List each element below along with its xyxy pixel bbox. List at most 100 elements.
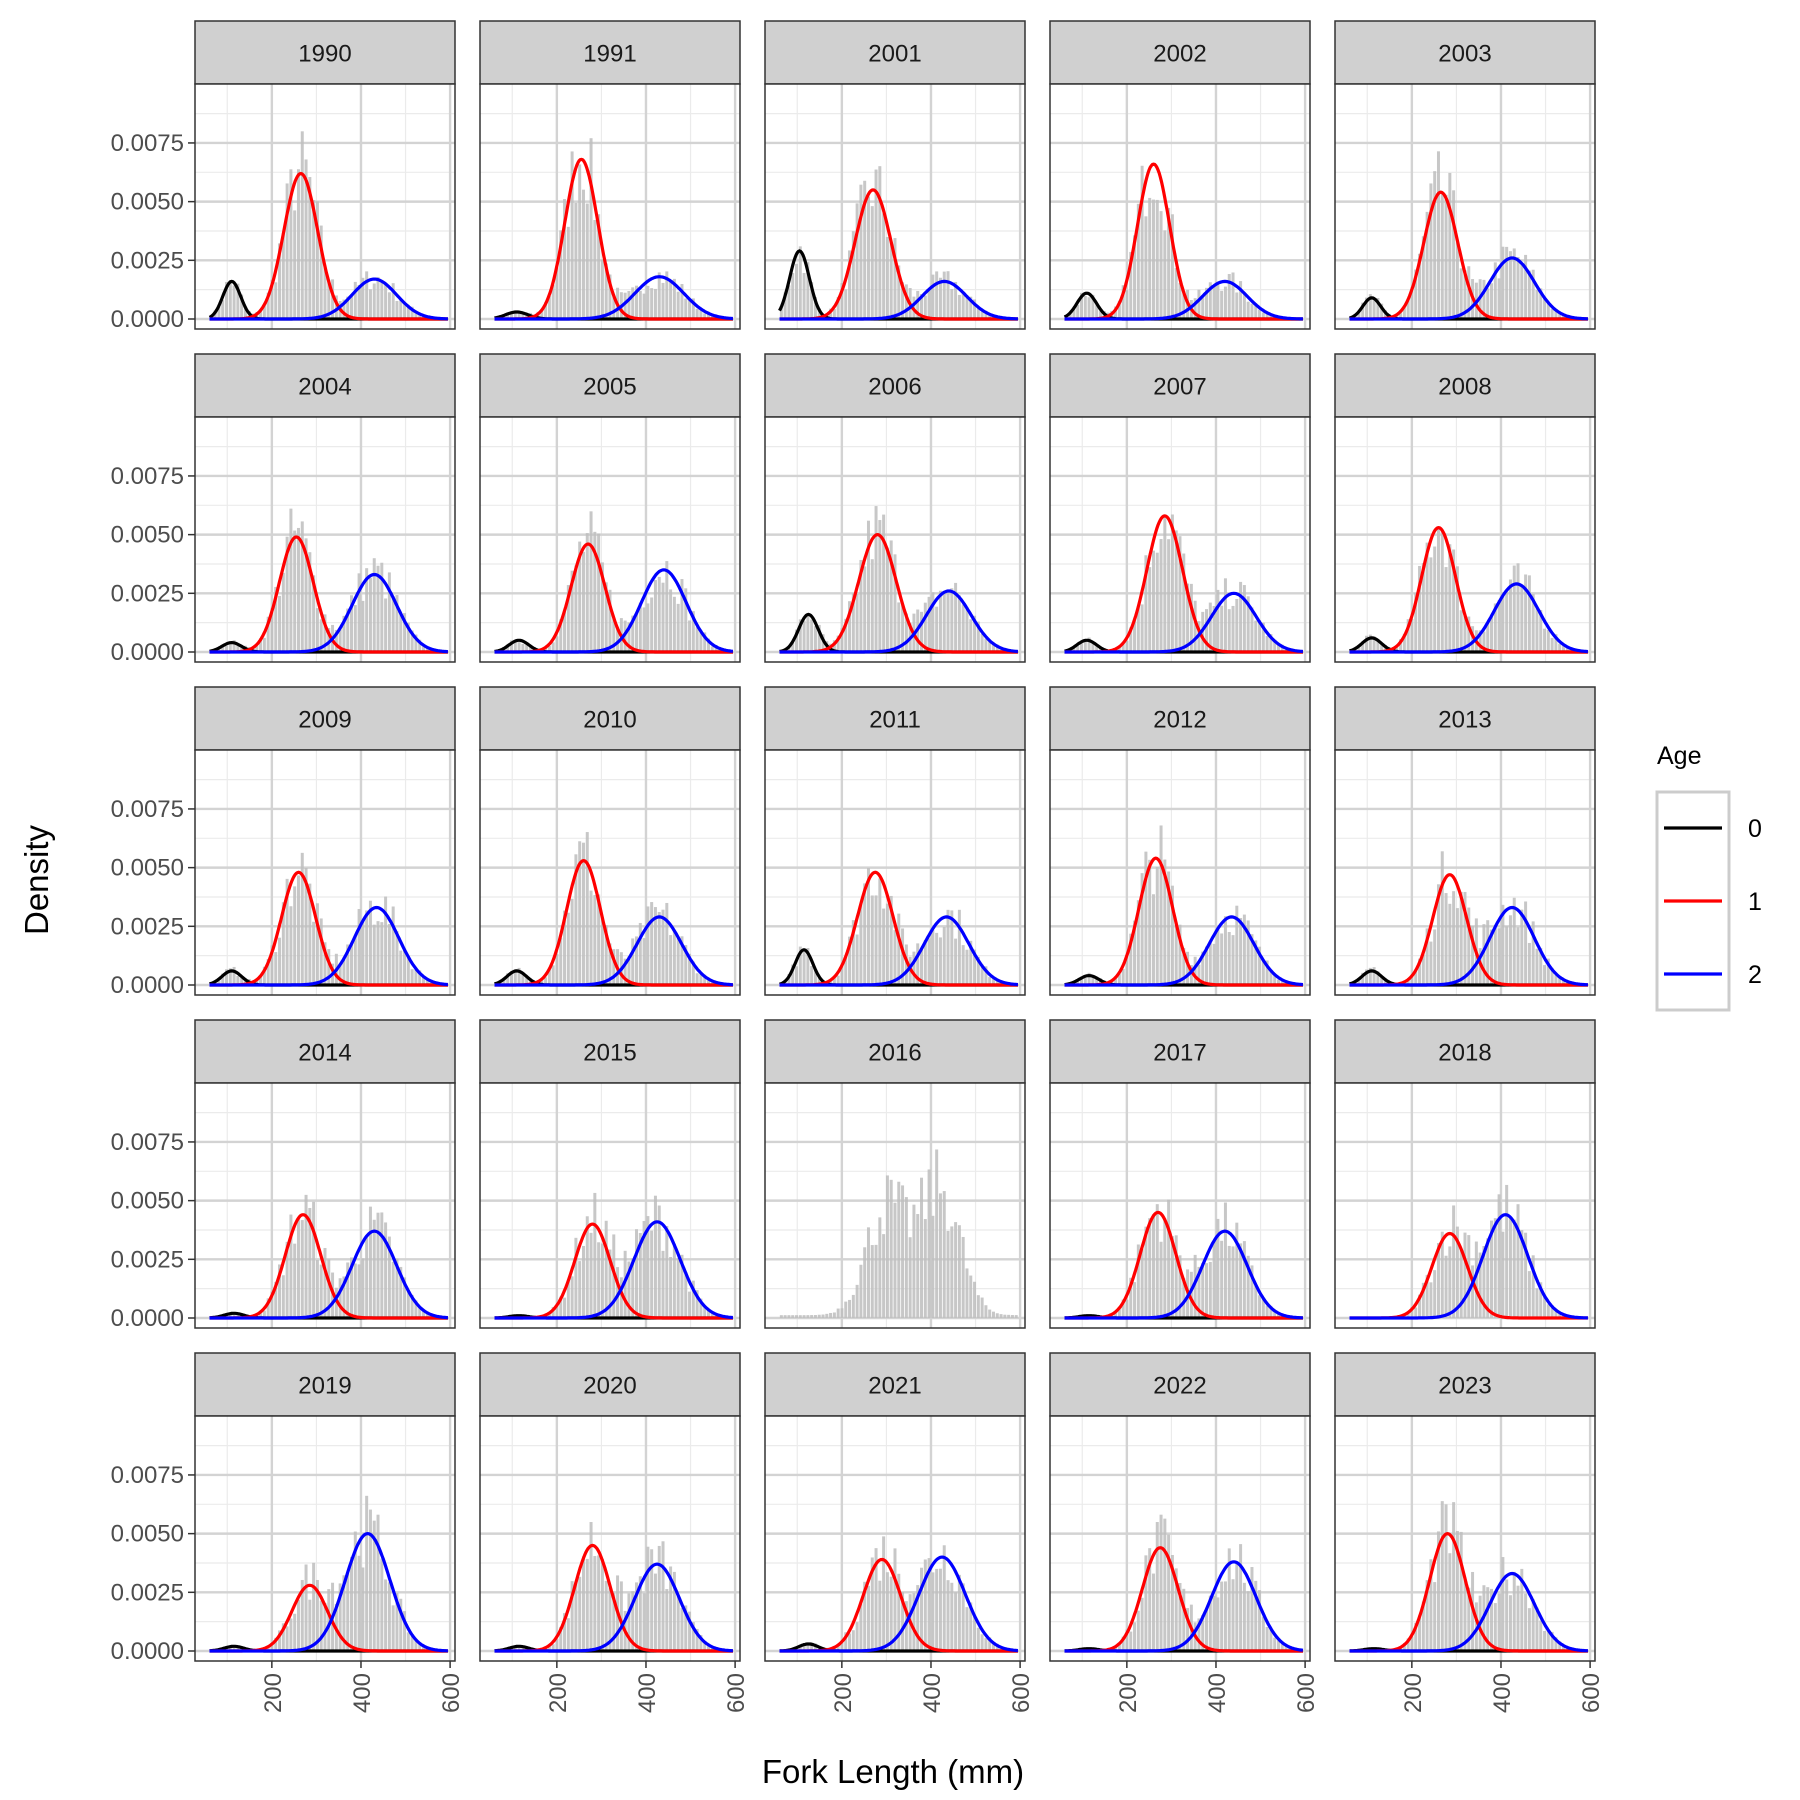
histogram-bar — [1121, 1299, 1125, 1318]
histogram-bar — [1261, 961, 1265, 985]
histogram-bar — [327, 1589, 331, 1651]
histogram-bar — [1144, 1226, 1148, 1318]
histogram-bar — [585, 1558, 589, 1651]
histogram-bar — [1444, 1504, 1448, 1651]
histogram-bar — [559, 1626, 563, 1651]
histogram-bar — [1395, 314, 1399, 319]
histogram-bar — [791, 964, 795, 985]
histogram-bar — [240, 294, 244, 319]
histogram-bar — [262, 305, 266, 319]
panel-border — [764, 1082, 1026, 1329]
histogram-bar — [706, 978, 710, 985]
histogram-bar — [973, 299, 977, 319]
histogram-bar — [1372, 636, 1376, 652]
histogram-bar — [551, 965, 555, 985]
histogram-bar — [1455, 908, 1459, 985]
histogram-bar — [1463, 614, 1467, 652]
histogram-bar — [680, 1254, 684, 1318]
histogram-bar — [1463, 891, 1467, 985]
histogram-bar — [293, 210, 297, 319]
histogram-bar — [1471, 1265, 1475, 1318]
histogram-bar — [1414, 969, 1418, 985]
histogram-bar — [281, 1623, 285, 1651]
histogram-bar — [706, 1309, 710, 1318]
histogram-bar — [901, 1592, 905, 1651]
histogram-bar — [1273, 975, 1277, 985]
histogram-bar — [593, 1192, 597, 1318]
histogram-bar — [266, 292, 270, 319]
histogram-bar — [274, 952, 278, 985]
facet-panel-2013: 2013 — [1334, 686, 1596, 996]
histogram-bar — [372, 1520, 376, 1651]
histogram-bar — [578, 541, 582, 652]
histogram-bar — [798, 619, 802, 652]
histogram-bar — [1520, 1568, 1524, 1651]
histogram-bar — [1539, 1282, 1543, 1318]
histogram-bar — [399, 1598, 403, 1651]
histogram-bar — [300, 521, 304, 652]
histogram-bar — [1558, 1641, 1562, 1651]
histogram-bar — [1129, 933, 1133, 985]
histogram-bar — [1155, 866, 1159, 985]
histogram-bar — [699, 308, 703, 319]
histogram-bar — [1155, 552, 1159, 652]
facet-strip — [764, 1019, 1026, 1084]
histogram-bar — [1448, 172, 1452, 319]
histogram-bar — [988, 1309, 992, 1318]
histogram-bar — [1220, 933, 1224, 985]
histogram-bar — [806, 262, 810, 319]
histogram-bar — [954, 938, 958, 985]
histogram-bar — [323, 1247, 327, 1318]
histogram-bar — [1129, 627, 1133, 652]
histogram-bar — [623, 292, 627, 319]
y-tick-label: 0.0000 — [111, 1305, 184, 1332]
histogram-bar — [1535, 948, 1539, 985]
histogram-bar — [1235, 292, 1239, 319]
histogram-bar — [942, 1545, 946, 1651]
histogram-bar — [635, 936, 639, 985]
histogram-bar — [661, 1250, 665, 1318]
histogram-bar — [650, 597, 654, 652]
histogram-bar — [691, 611, 695, 652]
histogram-bar — [327, 1259, 331, 1318]
histogram-bar — [266, 616, 270, 652]
histogram-bar — [1478, 630, 1482, 652]
histogram-bar — [650, 1230, 654, 1318]
histogram-bar — [600, 1243, 604, 1318]
histogram-bar — [627, 291, 631, 319]
y-tick-label: 0.0025 — [111, 580, 184, 607]
histogram-bar — [1452, 549, 1456, 652]
histogram-bar — [1072, 307, 1076, 319]
histogram-bar — [851, 1630, 855, 1651]
facet-panels: 1990 1991 2001 2002 2003 2004 2005 2006 2007 2008… — [194, 20, 1596, 1662]
histogram-bar — [1440, 1501, 1444, 1651]
histogram-bar — [1436, 151, 1440, 319]
histogram-bar — [923, 1559, 927, 1651]
histogram-bar — [1265, 635, 1269, 652]
histogram-bar — [338, 628, 342, 652]
histogram-bar — [1148, 197, 1152, 319]
histogram-bar — [1178, 536, 1182, 652]
histogram-bar — [1076, 979, 1080, 985]
histogram-bar — [635, 1229, 639, 1318]
histogram-bar — [1010, 1315, 1014, 1318]
histogram-bar — [961, 1236, 965, 1318]
histogram — [1353, 151, 1569, 319]
histogram-bar — [995, 1643, 999, 1651]
histogram-bar — [410, 969, 414, 985]
histogram-bar — [547, 1312, 551, 1318]
histogram-bar — [680, 1607, 684, 1651]
histogram-bar — [969, 296, 973, 319]
histogram-bar — [695, 1290, 699, 1318]
histogram-bar — [976, 956, 980, 985]
histogram-bar — [631, 938, 635, 985]
histogram-bar — [1254, 940, 1258, 985]
histogram-bar — [563, 199, 567, 319]
histogram-bar — [1148, 859, 1152, 985]
histogram-bar — [593, 220, 597, 319]
histogram-bar — [908, 1237, 912, 1318]
histogram-bar — [1155, 1522, 1159, 1651]
histogram — [217, 508, 433, 652]
histogram-bar — [813, 969, 817, 985]
histogram-bar — [1539, 1620, 1543, 1651]
